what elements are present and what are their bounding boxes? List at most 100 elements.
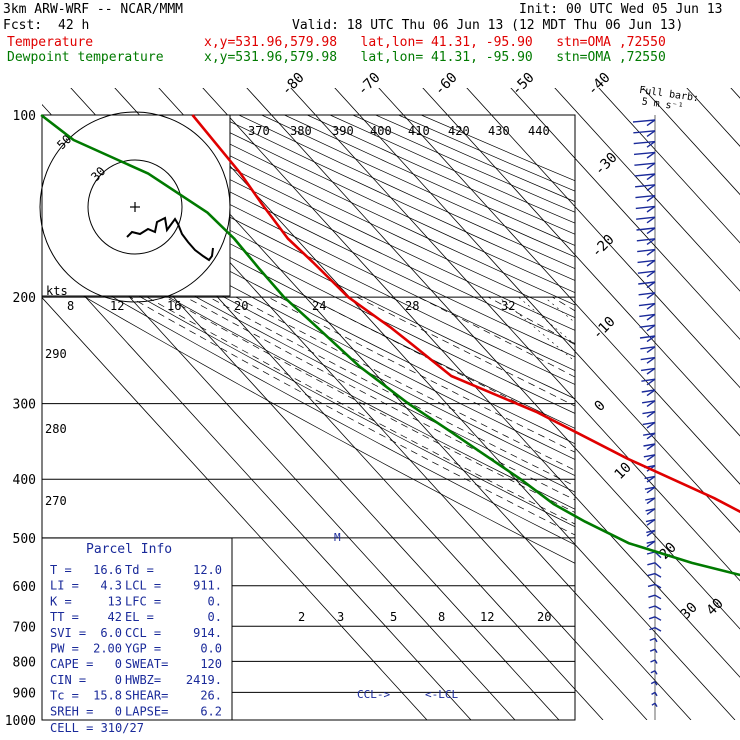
parcel-key: K = bbox=[50, 594, 72, 608]
parcel-key: LFC = bbox=[125, 594, 161, 608]
wind-barb-staff bbox=[638, 302, 656, 307]
wind-barb-staff bbox=[651, 702, 656, 706]
wind-barb-staff bbox=[643, 432, 656, 436]
parcel-value: 12.0 bbox=[193, 563, 222, 577]
theta-label: 400 bbox=[370, 124, 392, 138]
wind-barb bbox=[646, 119, 656, 127]
wind-barb-staff bbox=[641, 378, 656, 382]
wind-barb-staff bbox=[638, 281, 656, 285]
dewpoint-legend-name: Dewpoint temperature bbox=[7, 50, 164, 65]
wind-barb-staff bbox=[641, 389, 656, 393]
wind-barb bbox=[646, 421, 656, 429]
wind-barb-staff bbox=[636, 238, 656, 242]
parcel-key: SREH = bbox=[50, 704, 93, 718]
lcl-marker: <-LCL bbox=[425, 688, 458, 701]
mixing-ratio-line bbox=[621, 297, 740, 720]
dry-adiabat-line bbox=[42, 211, 575, 493]
wind-barbs bbox=[632, 119, 662, 708]
parcel-info-title: Parcel Info bbox=[86, 542, 172, 557]
wind-barb bbox=[646, 270, 656, 278]
isotherm-line bbox=[554, 88, 740, 292]
dewpoint-trace bbox=[40, 113, 740, 577]
dry-adiabat-line bbox=[421, 115, 575, 182]
wind-barb-staff bbox=[637, 248, 656, 253]
temp-axis-label: -60 bbox=[432, 70, 461, 99]
dry-adiabat-line bbox=[329, 115, 575, 224]
isotherm-line bbox=[466, 88, 740, 389]
wind-barb-staff bbox=[640, 356, 656, 361]
parcel-key: PW = bbox=[50, 642, 79, 656]
parcel-value: 0. bbox=[208, 610, 222, 624]
isotherm-line bbox=[730, 88, 740, 99]
forecast-hour: 42 h bbox=[58, 18, 90, 33]
wind-barb-staff bbox=[632, 119, 656, 123]
mixing-ratio-label: 20 bbox=[537, 610, 551, 624]
valid-time: Valid: 18 UTC Thu 06 Jun 13 (12 MDT Thu … bbox=[292, 18, 684, 33]
parcel-value: 2419. bbox=[186, 673, 222, 687]
parcel-key: YGP = bbox=[125, 642, 161, 656]
wind-barb bbox=[646, 335, 656, 343]
moist-adiabat-line bbox=[418, 296, 575, 378]
theta-label: 390 bbox=[332, 124, 354, 138]
temperature-legend-name: Temperature bbox=[7, 35, 94, 50]
wind-barb-staff bbox=[636, 227, 656, 231]
wind-barb-staff bbox=[637, 259, 656, 264]
parcel-key: SWEAT= bbox=[125, 657, 168, 671]
wind-barb bbox=[654, 572, 662, 578]
wind-barb bbox=[646, 195, 656, 202]
parcel-box bbox=[41, 537, 233, 721]
dry-adiabat-line bbox=[42, 225, 575, 510]
pressure-label: 1000 bbox=[5, 714, 36, 729]
theta-label: 430 bbox=[488, 124, 510, 138]
wind-barb-staff bbox=[649, 626, 656, 631]
temp-axis-label: 40 bbox=[704, 596, 727, 619]
temp-axis-label: -20 bbox=[589, 232, 618, 261]
wind-barb-staff bbox=[633, 151, 656, 156]
mixing-ratio-label: 5 bbox=[390, 610, 397, 624]
wind-barb-staff bbox=[643, 454, 656, 458]
temperature-trace bbox=[191, 114, 740, 514]
temp-axis-label: -40 bbox=[585, 70, 614, 99]
moist-adiabat-label: 270 bbox=[45, 494, 67, 508]
temperature-legend-info: x,y=531.96,579.98 lat,lon= 41.31, -95.90… bbox=[204, 35, 666, 50]
wind-barb-staff bbox=[633, 140, 656, 145]
mixing-ratio-label: 28 bbox=[405, 299, 419, 313]
wind-barb-staff bbox=[649, 648, 656, 652]
mixing-ratio-label: 12 bbox=[110, 299, 124, 313]
mixing-ratio-lines bbox=[498, 296, 740, 720]
wind-barb bbox=[646, 357, 656, 364]
mixing-ratio-line bbox=[641, 297, 740, 720]
wind-barb-staff bbox=[643, 443, 656, 447]
dry-adiabat-line bbox=[42, 169, 575, 445]
dry-adiabat-line bbox=[42, 143, 575, 414]
wind-barb-staff bbox=[647, 572, 656, 577]
parcel-key: Tc = bbox=[50, 689, 79, 703]
parcel-key: T = bbox=[50, 563, 72, 577]
wind-barb bbox=[646, 259, 656, 267]
wind-barb-staff bbox=[635, 205, 656, 210]
parcel-key: CCL = bbox=[125, 626, 161, 640]
wind-barb-staff bbox=[639, 324, 656, 328]
wind-barb-staff bbox=[635, 194, 656, 199]
wind-barb-staff bbox=[638, 292, 656, 296]
dry-adiabat-line bbox=[42, 118, 575, 385]
parcel-key: Td = bbox=[125, 563, 154, 577]
wind-barb bbox=[646, 378, 656, 386]
moist-adiabat-line bbox=[129, 296, 575, 536]
wind-barb bbox=[646, 313, 656, 321]
wind-barb bbox=[654, 594, 662, 600]
dry-adiabat-line bbox=[284, 115, 575, 246]
moist-adiabat-line bbox=[552, 296, 575, 312]
parcel-info-panel: Parcel Info T = 16.6 Td = 12.0 LI = 4.3 LCL = 91… bbox=[50, 542, 222, 735]
moist-adiabat-line bbox=[185, 296, 575, 501]
hodograph-ring-inner bbox=[87, 159, 183, 255]
wind-barb-staff bbox=[648, 605, 656, 609]
parcel-key: EL = bbox=[125, 610, 154, 624]
wind-barb bbox=[654, 638, 658, 643]
isotherm-line bbox=[510, 88, 740, 340]
wind-barb bbox=[654, 562, 662, 569]
pressure-label: 100 bbox=[13, 109, 36, 124]
mixing-ratio-label: 8 bbox=[67, 299, 74, 313]
theta-label: 420 bbox=[448, 124, 470, 138]
